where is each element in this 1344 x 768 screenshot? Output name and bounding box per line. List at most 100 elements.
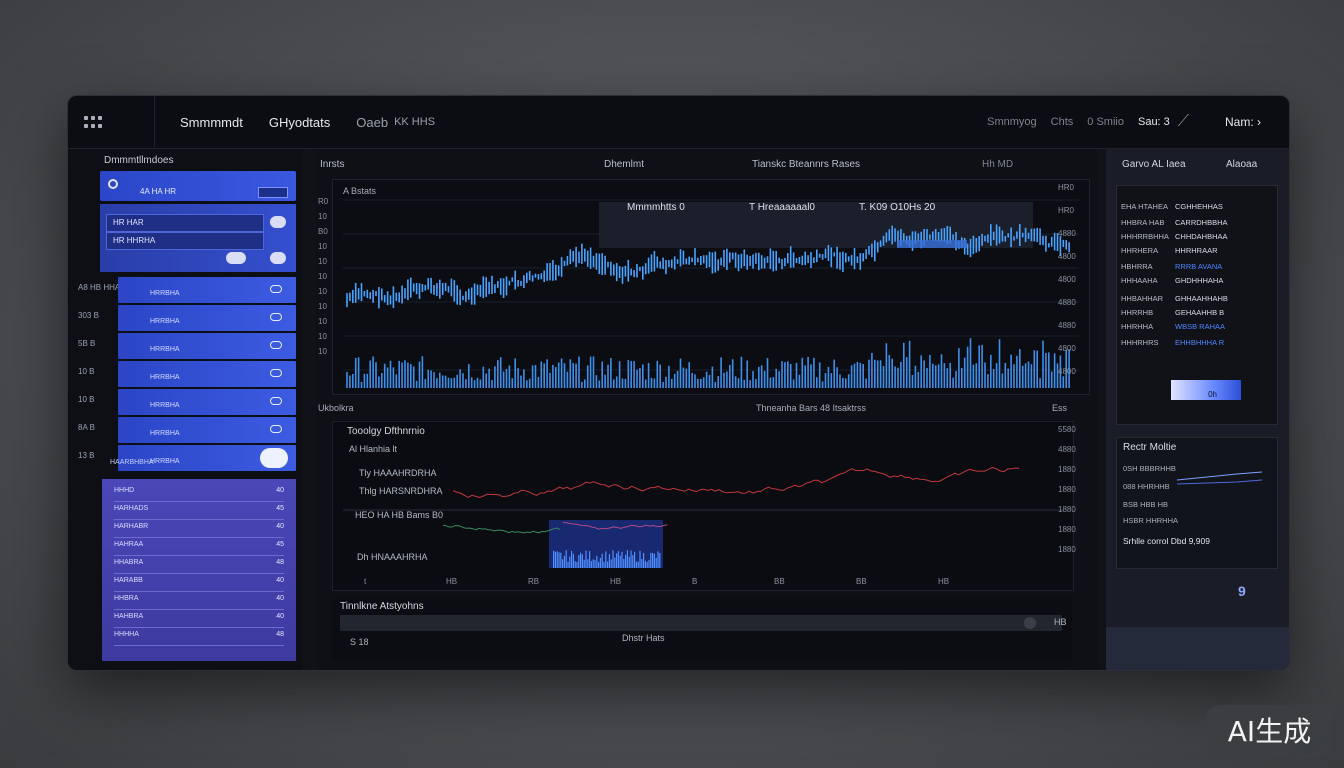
volume-bar bbox=[949, 362, 951, 388]
row-number: 10 B bbox=[78, 395, 95, 404]
grid-menu-icon[interactable] bbox=[84, 116, 102, 130]
toggle-switch[interactable] bbox=[260, 448, 288, 468]
refresh-icon[interactable] bbox=[108, 179, 118, 189]
row-bar[interactable]: HRRBHA bbox=[118, 277, 296, 303]
volume-bar bbox=[647, 362, 650, 388]
volume-bar bbox=[381, 373, 383, 388]
eye-icon[interactable] bbox=[270, 341, 282, 349]
list-item[interactable]: HAHBRA 40 bbox=[114, 613, 284, 628]
volume-bar bbox=[676, 370, 679, 388]
timeline-scrubber[interactable] bbox=[340, 615, 1062, 631]
section-ess: Ess bbox=[1052, 403, 1068, 413]
volume-bar bbox=[494, 366, 496, 388]
histogram-bar bbox=[643, 552, 645, 568]
list-item[interactable]: HHBRA 40 bbox=[114, 595, 284, 610]
volume-bar bbox=[456, 374, 458, 388]
volume-bar bbox=[526, 380, 528, 388]
volume-bar bbox=[1053, 353, 1056, 388]
list-item[interactable]: HHHD 40 bbox=[114, 487, 284, 502]
volume-bar bbox=[801, 357, 804, 388]
histogram-bar bbox=[563, 555, 565, 568]
volume-bar bbox=[726, 371, 728, 388]
row-bar[interactable]: HRRBHA bbox=[118, 389, 296, 415]
toggle-icon[interactable] bbox=[270, 252, 286, 264]
volume-bar bbox=[552, 364, 554, 388]
timeline-knob[interactable] bbox=[1024, 617, 1036, 629]
tab-oaeb[interactable]: Oaeb bbox=[356, 114, 389, 130]
eye-icon[interactable] bbox=[270, 397, 282, 405]
volume-bar bbox=[613, 379, 615, 388]
histogram-bar bbox=[554, 551, 556, 568]
volume-bar bbox=[575, 363, 577, 388]
list-item[interactable]: 10 B HRRBHA bbox=[76, 361, 296, 387]
list-item[interactable]: HARHADS 45 bbox=[114, 505, 284, 520]
volume-bar bbox=[433, 372, 435, 388]
y-tick-label-right: 4800 bbox=[1058, 367, 1076, 376]
list-item[interactable]: 8A B HRRBHA bbox=[76, 417, 296, 443]
volume-bar bbox=[958, 348, 960, 388]
eye-icon[interactable] bbox=[270, 313, 282, 321]
volume-bar bbox=[691, 372, 693, 388]
volume-bar bbox=[534, 364, 537, 388]
volume-bar bbox=[1042, 340, 1044, 388]
y-tick-label: 10 bbox=[318, 242, 327, 251]
list-item[interactable]: 13 B HRRBHA bbox=[76, 445, 296, 471]
volume-bar bbox=[360, 381, 363, 388]
volume-bar bbox=[584, 379, 586, 388]
volume-bar bbox=[998, 339, 1001, 388]
volume-bar bbox=[665, 376, 667, 388]
tab-ghyodtats[interactable]: GHyodtats bbox=[268, 114, 331, 130]
nav-item-2[interactable]: Chts bbox=[1050, 116, 1074, 128]
volume-bar bbox=[346, 371, 348, 388]
list-item[interactable]: HHABRA 48 bbox=[114, 559, 284, 574]
left-panel-header[interactable]: 4A HA HR bbox=[100, 171, 296, 201]
volume-bar bbox=[1065, 349, 1067, 388]
tab-extra[interactable]: KK HHS bbox=[394, 116, 436, 128]
sub-row[interactable]: HR HAR bbox=[106, 214, 264, 232]
list-item[interactable]: 303 B HRRBHA bbox=[76, 305, 296, 331]
volume-bar bbox=[810, 364, 812, 388]
list-item[interactable]: A8 HB HHA HRRBHA bbox=[76, 277, 296, 303]
summary-line: HHHAAHA GHDHHHAHA bbox=[1121, 276, 1224, 285]
nav-item-4[interactable]: Sau: 3 bbox=[1137, 116, 1170, 128]
y-tick-label: 10 bbox=[318, 287, 327, 296]
volume-bar bbox=[903, 342, 905, 388]
list-item[interactable]: 5B B HRRBHA bbox=[76, 333, 296, 359]
eye-icon[interactable] bbox=[270, 285, 282, 293]
volume-bar bbox=[424, 379, 427, 388]
sub-row[interactable]: HR HHRHA bbox=[106, 232, 264, 250]
user-menu[interactable]: Nam: › bbox=[1225, 115, 1261, 129]
toggle-icon[interactable] bbox=[226, 252, 246, 264]
histogram-bar bbox=[569, 556, 571, 568]
list-item[interactable]: HARABB 40 bbox=[114, 577, 284, 592]
volume-bar bbox=[807, 356, 809, 388]
volume-bar bbox=[465, 379, 467, 388]
help-icon[interactable]: 9 bbox=[1238, 583, 1246, 599]
volume-bar bbox=[389, 360, 392, 388]
ai-generated-badge: AI生成 bbox=[1206, 705, 1333, 758]
list-item[interactable]: HHHHA 48 bbox=[114, 631, 284, 646]
list-item[interactable]: HAHRAA 45 bbox=[114, 541, 284, 556]
volume-bar bbox=[366, 373, 369, 388]
list-item[interactable]: 10 B HRRBHA bbox=[76, 389, 296, 415]
nav-item-1[interactable]: Smnmyog bbox=[987, 116, 1037, 128]
row-bar[interactable]: HRRBHA bbox=[118, 305, 296, 331]
row-bar[interactable]: HRRBHA bbox=[118, 445, 296, 471]
tab-smmmmdt[interactable]: Smmmmdt bbox=[180, 114, 243, 130]
trend-chart[interactable]: Tooolgy Dfthnrnio Al Hlanhia lt Tly HAAA… bbox=[332, 421, 1074, 591]
y-tick-label-right: 4880 bbox=[1058, 321, 1076, 330]
nav-item-3[interactable]: 0 Smiio bbox=[1087, 116, 1124, 128]
right-panel-title: Garvo AL Iaea bbox=[1122, 159, 1186, 170]
main-tabs: Smmmmdt GHyodtats Oaeb KK HHS bbox=[180, 96, 435, 148]
volume-bar bbox=[650, 377, 653, 388]
row-bar[interactable]: HRRBHA bbox=[118, 333, 296, 359]
toggle-icon[interactable] bbox=[270, 216, 286, 228]
price-volume-chart[interactable]: A Bstats Mmmmhtts 0 T Hreaaaaaal0 T. K09… bbox=[332, 179, 1090, 395]
eye-icon[interactable] bbox=[270, 425, 282, 433]
row-bar[interactable]: HRRBHA bbox=[118, 417, 296, 443]
row-bar[interactable]: HRRBHA bbox=[118, 361, 296, 387]
list-item[interactable]: HARHABR 40 bbox=[114, 523, 284, 538]
volume-bar bbox=[537, 376, 540, 388]
eye-icon[interactable] bbox=[270, 369, 282, 377]
volume-bar bbox=[476, 377, 479, 388]
